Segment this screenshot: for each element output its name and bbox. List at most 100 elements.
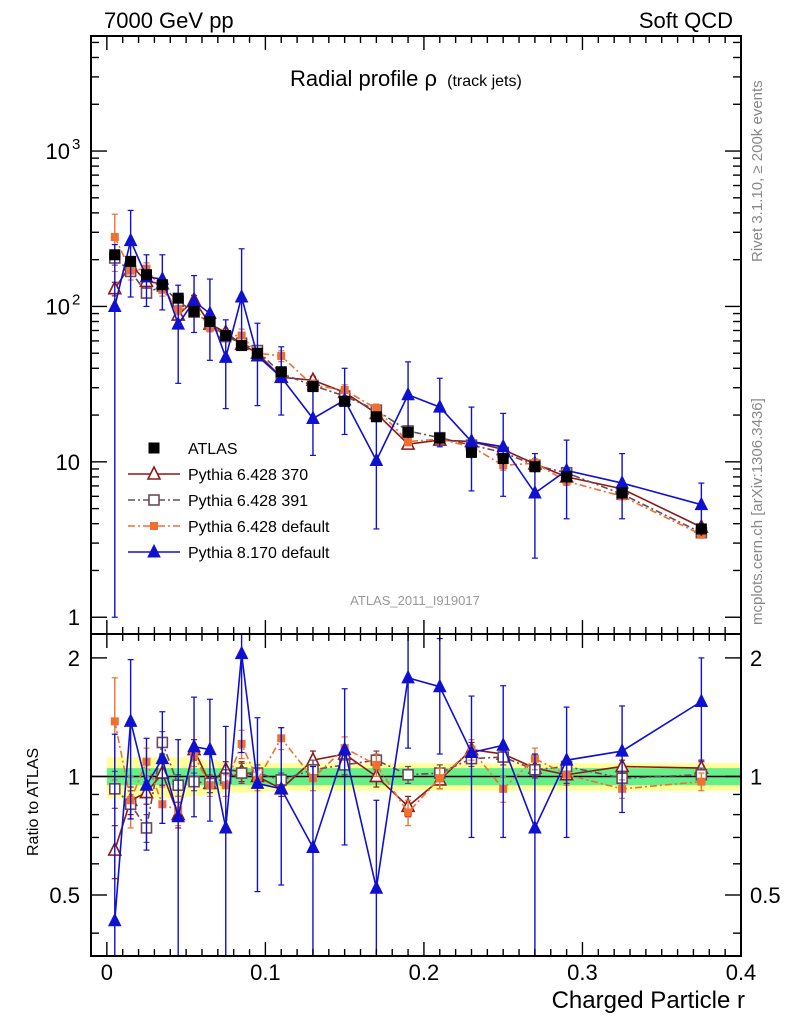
- atlas-data-point: [220, 330, 232, 342]
- ratio-series-layer: [107, 633, 709, 957]
- data-point-ratio: [155, 750, 170, 765]
- x-tick-label: 0.2: [409, 960, 440, 985]
- legend-label: Pythia 8.170 default: [188, 545, 330, 562]
- y-tick-label-ratio-left: 2: [68, 646, 80, 671]
- data-point-ratio: [372, 760, 381, 769]
- atlas-data-point: [236, 340, 248, 352]
- legend-entry: ATLAS: [148, 441, 238, 458]
- atlas-data-point: [172, 292, 184, 304]
- main-series-layer: [107, 209, 709, 618]
- legend-marker: [146, 465, 162, 480]
- data-point-ratio: [107, 912, 122, 927]
- data-point-ratio: [171, 808, 186, 823]
- series-line-ratio: [113, 721, 702, 814]
- atlas-data-point: [616, 487, 628, 499]
- data-point-main: [369, 452, 384, 467]
- legend-entry: Pythia 6.428 391: [128, 493, 308, 510]
- atlas-data-point: [402, 426, 414, 438]
- ratio-panel: 0.5 0.5 1 1 2 2: [49, 633, 781, 957]
- atlas-data-point: [561, 471, 573, 483]
- data-point-main: [306, 410, 320, 425]
- legend-label: Pythia 6.428 default: [188, 519, 330, 536]
- data-point-ratio: [404, 808, 413, 817]
- data-point-main: [432, 398, 447, 413]
- data-point-ratio: [697, 777, 706, 786]
- analysis-id-label: ATLAS_2011_I919017: [350, 593, 480, 608]
- chart-title-sub: (track jets): [447, 73, 522, 90]
- chart-title-main: Radial profile ρ: [290, 66, 437, 91]
- data-point-main: [496, 438, 511, 453]
- atlas-data-point: [497, 453, 509, 465]
- data-point-ratio: [464, 744, 479, 759]
- y-tick-label-main: 10: [46, 294, 70, 319]
- data-point-ratio: [235, 767, 248, 779]
- atlas-data-point: [465, 446, 477, 458]
- y-tick-label-exponent: 3: [72, 136, 80, 153]
- atlas-data-point: [434, 432, 446, 444]
- data-point-main: [464, 433, 479, 448]
- data-point-ratio: [123, 713, 138, 727]
- data-point-ratio: [401, 669, 415, 684]
- data-point-ratio: [203, 741, 217, 756]
- y-tick-label-exponent: 2: [72, 291, 80, 308]
- atlas-data-point: [156, 279, 168, 291]
- atlas-data-point: [125, 255, 137, 267]
- y-tick-label-main: 10: [46, 139, 70, 164]
- data-point-ratio: [402, 768, 414, 781]
- legend-marker: [148, 442, 160, 454]
- legend-label: Pythia 6.428 391: [188, 493, 308, 510]
- series-line-ratio: [114, 739, 702, 831]
- y-tick-label-main: 1: [68, 605, 80, 630]
- legend-label: ATLAS: [188, 441, 238, 458]
- x-tick-label: 0.4: [726, 960, 757, 985]
- y-tick-label-ratio-left: 1: [68, 764, 80, 789]
- data-point-main: [528, 484, 542, 499]
- data-point-main: [107, 298, 122, 312]
- series-line-main: [114, 257, 702, 534]
- atlas-data-point: [204, 316, 216, 328]
- series-line-main: [114, 238, 702, 506]
- rivet-version-label: Rivet 3.1.10, ≥ 200k events: [749, 80, 766, 262]
- data-point-main: [372, 404, 381, 413]
- data-point-main: [401, 386, 415, 401]
- x-tick-label: 0: [101, 960, 113, 985]
- atlas-data-point: [109, 249, 121, 261]
- atlas-data-point: [339, 395, 351, 407]
- y-tick-label-ratio-right: 1: [750, 764, 762, 789]
- data-point-ratio: [559, 752, 574, 766]
- chart-title: Radial profile ρ (track jets): [290, 66, 522, 91]
- data-point-ratio: [432, 678, 447, 693]
- atlas-data-point: [695, 523, 707, 535]
- data-point-ratio: [306, 839, 320, 854]
- data-point-ratio: [250, 775, 265, 789]
- data-point-ratio: [435, 774, 444, 783]
- mcplots-source-label: mcplots.cern.ch [arXiv:1306.3436]: [749, 398, 766, 625]
- legend-marker: [150, 522, 158, 530]
- legend-entry: Pythia 6.428 370: [128, 465, 308, 484]
- x-tick-label: 0.1: [250, 960, 281, 985]
- data-point-main: [404, 437, 413, 446]
- data-point-ratio: [615, 742, 629, 757]
- legend-entry: Pythia 8.170 default: [128, 543, 330, 562]
- data-point-main: [110, 232, 119, 241]
- data-point-ratio: [234, 645, 249, 660]
- data-point-ratio: [496, 737, 511, 751]
- legend-label: Pythia 6.428 370: [188, 467, 308, 484]
- atlas-data-point: [275, 366, 287, 378]
- x-tick-label: 0.3: [567, 960, 598, 985]
- atlas-data-points: [109, 249, 707, 536]
- x-axis-label: Charged Particle r: [552, 987, 745, 1014]
- ratio-panel-frame: [90, 633, 742, 957]
- data-point-ratio: [139, 777, 154, 791]
- ratio-axis-label: Ratio to ATLAS: [25, 748, 42, 856]
- header-category-label: Soft QCD: [639, 8, 733, 33]
- legend-marker: [148, 494, 160, 506]
- data-point-main: [234, 288, 249, 303]
- series-3-ratio: [107, 633, 709, 957]
- data-point-main: [123, 232, 138, 247]
- data-point-main: [218, 349, 233, 363]
- y-tick-label-ratio-right: 0.5: [750, 883, 781, 908]
